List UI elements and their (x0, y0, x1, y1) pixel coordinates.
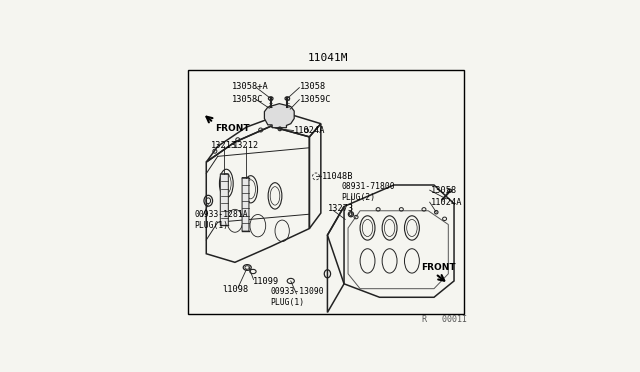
Text: 13212: 13212 (233, 141, 259, 150)
Polygon shape (264, 104, 294, 128)
Text: 13213: 13213 (211, 141, 237, 150)
FancyBboxPatch shape (220, 174, 228, 225)
Text: 11041M: 11041M (308, 52, 348, 62)
Text: 11048B: 11048B (322, 172, 353, 181)
Text: 13058+A: 13058+A (232, 82, 269, 91)
Text: 13059C: 13059C (300, 94, 332, 103)
Text: R   0001I: R 0001I (422, 315, 467, 324)
Text: 11024A: 11024A (294, 126, 326, 135)
Text: FRONT: FRONT (421, 263, 456, 272)
Text: 00933-13090
PLUG(1): 00933-13090 PLUG(1) (270, 287, 324, 307)
Text: 11024A: 11024A (431, 198, 462, 207)
Text: 00933-1281A
PLUG(1): 00933-1281A PLUG(1) (195, 210, 248, 230)
Text: 11099: 11099 (253, 277, 279, 286)
Text: 13273: 13273 (328, 204, 355, 213)
Text: FRONT: FRONT (215, 124, 250, 133)
Text: 13058: 13058 (300, 82, 326, 91)
Text: l1098: l1098 (222, 285, 248, 294)
Text: 13058C: 13058C (232, 94, 264, 103)
Text: 08931-71800
PLUG(2): 08931-71800 PLUG(2) (342, 182, 396, 202)
Bar (188, 70, 465, 314)
Text: 13058: 13058 (431, 186, 457, 195)
FancyBboxPatch shape (242, 177, 249, 231)
